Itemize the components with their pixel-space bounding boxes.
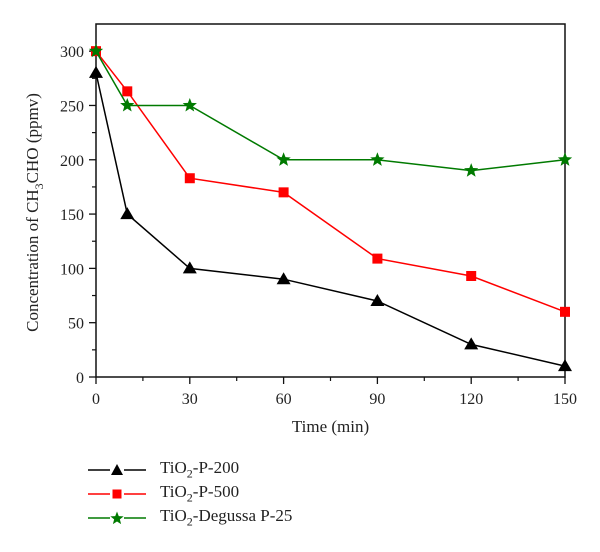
y-axis-title: Concentration of CH3CHO (ppmv) [23, 93, 46, 332]
star-marker [557, 152, 573, 166]
series-line [95, 50, 566, 172]
square-marker [560, 306, 570, 317]
y-tick-label: 250 [60, 98, 84, 115]
series-layer [88, 43, 573, 372]
x-axis-title: Time (min) [292, 417, 369, 436]
legend-item-p25: TiO2-Degussa P-25 [88, 506, 292, 530]
triangle-marker [276, 272, 291, 285]
y-tick-label: 150 [60, 207, 84, 224]
legend-swatch-triangle-icon [88, 464, 146, 475]
triangle-marker [120, 207, 135, 220]
star-marker [110, 511, 124, 525]
y-tick-label: 300 [60, 44, 84, 61]
legend-swatch-square-icon [88, 489, 146, 499]
legend-label: TiO2-Degussa P-25 [160, 506, 293, 529]
legend-label: TiO2-P-200 [160, 458, 240, 481]
star-marker [464, 163, 479, 177]
plot-frame [95, 23, 566, 378]
series-line [95, 50, 566, 313]
legend: TiO2-P-200 TiO2-P-500 TiO2-Degussa P-25 [88, 458, 292, 530]
series-triangle [89, 65, 572, 372]
legend-swatch-star-icon [88, 511, 146, 525]
star-marker [276, 152, 291, 166]
star-marker [120, 97, 135, 112]
square-marker [372, 253, 383, 264]
x-tick-label: 90 [369, 391, 385, 408]
square-marker [466, 270, 477, 281]
x-tick-label: 150 [553, 391, 577, 408]
y-axis-title-sub: 3 [32, 183, 46, 189]
square-marker [122, 86, 133, 97]
square-marker [112, 489, 122, 499]
legend-item-p500: TiO2-P-500 [88, 482, 292, 506]
y-tick-label: 50 [68, 316, 84, 333]
x-tick-label: 30 [182, 391, 198, 408]
y-axis-title-prefix: Concentration of CH [23, 189, 42, 332]
axes: 0 30 60 90 120 150 0 50 100 150 200 250 300 [60, 23, 577, 408]
x-tick-label: 120 [459, 391, 483, 408]
legend-item-p200: TiO2-P-200 [88, 458, 292, 482]
x-tick-label: 60 [276, 391, 292, 408]
triangle-marker [370, 293, 385, 306]
square-marker [184, 173, 195, 184]
star-marker [88, 43, 104, 58]
triangle-marker [89, 65, 103, 78]
star-marker [182, 97, 197, 112]
y-tick-label: 200 [60, 153, 84, 170]
series-star [88, 43, 573, 177]
star-marker [370, 152, 385, 166]
legend-label: TiO2-P-500 [160, 482, 240, 505]
x-tick-label: 0 [92, 391, 100, 408]
triangle-marker [558, 359, 572, 372]
y-tick-label: 100 [60, 261, 84, 278]
triangle-marker [182, 261, 197, 274]
y-axis-title-suffix: CHO (ppmv) [23, 93, 42, 183]
square-marker [278, 187, 289, 198]
series-line [95, 72, 566, 367]
triangle-marker [111, 464, 123, 475]
y-tick-label: 0 [76, 370, 84, 387]
triangle-marker [464, 337, 479, 350]
series-square [91, 46, 570, 317]
